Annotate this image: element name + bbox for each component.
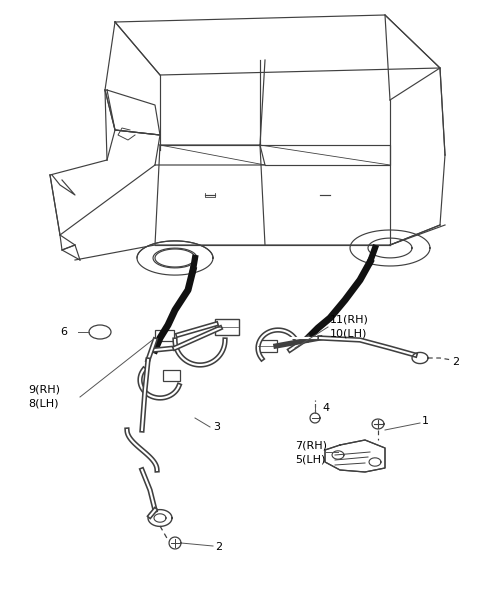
- Text: 2: 2: [215, 542, 222, 552]
- Text: 8(LH): 8(LH): [28, 398, 59, 408]
- Text: 10(LH): 10(LH): [330, 328, 367, 338]
- Text: 1: 1: [422, 416, 429, 426]
- FancyBboxPatch shape: [155, 330, 173, 340]
- Text: 11(RH): 11(RH): [330, 315, 369, 325]
- Text: 5(LH): 5(LH): [295, 454, 325, 464]
- FancyBboxPatch shape: [215, 319, 239, 335]
- Text: 3: 3: [213, 422, 220, 432]
- Text: 9(RH): 9(RH): [28, 385, 60, 395]
- FancyBboxPatch shape: [257, 340, 276, 352]
- Text: 4: 4: [323, 403, 330, 413]
- FancyBboxPatch shape: [163, 369, 180, 381]
- Text: 7(RH): 7(RH): [295, 440, 327, 450]
- Text: 2: 2: [452, 357, 459, 367]
- Text: 6: 6: [60, 327, 67, 337]
- Polygon shape: [325, 440, 385, 472]
